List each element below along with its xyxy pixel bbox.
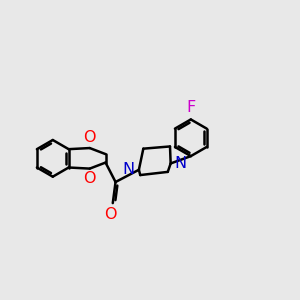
Text: O: O — [83, 130, 96, 145]
Text: N: N — [123, 162, 135, 177]
Text: F: F — [186, 100, 196, 115]
Text: O: O — [83, 171, 96, 186]
Text: O: O — [104, 207, 117, 222]
Text: N: N — [175, 156, 187, 171]
